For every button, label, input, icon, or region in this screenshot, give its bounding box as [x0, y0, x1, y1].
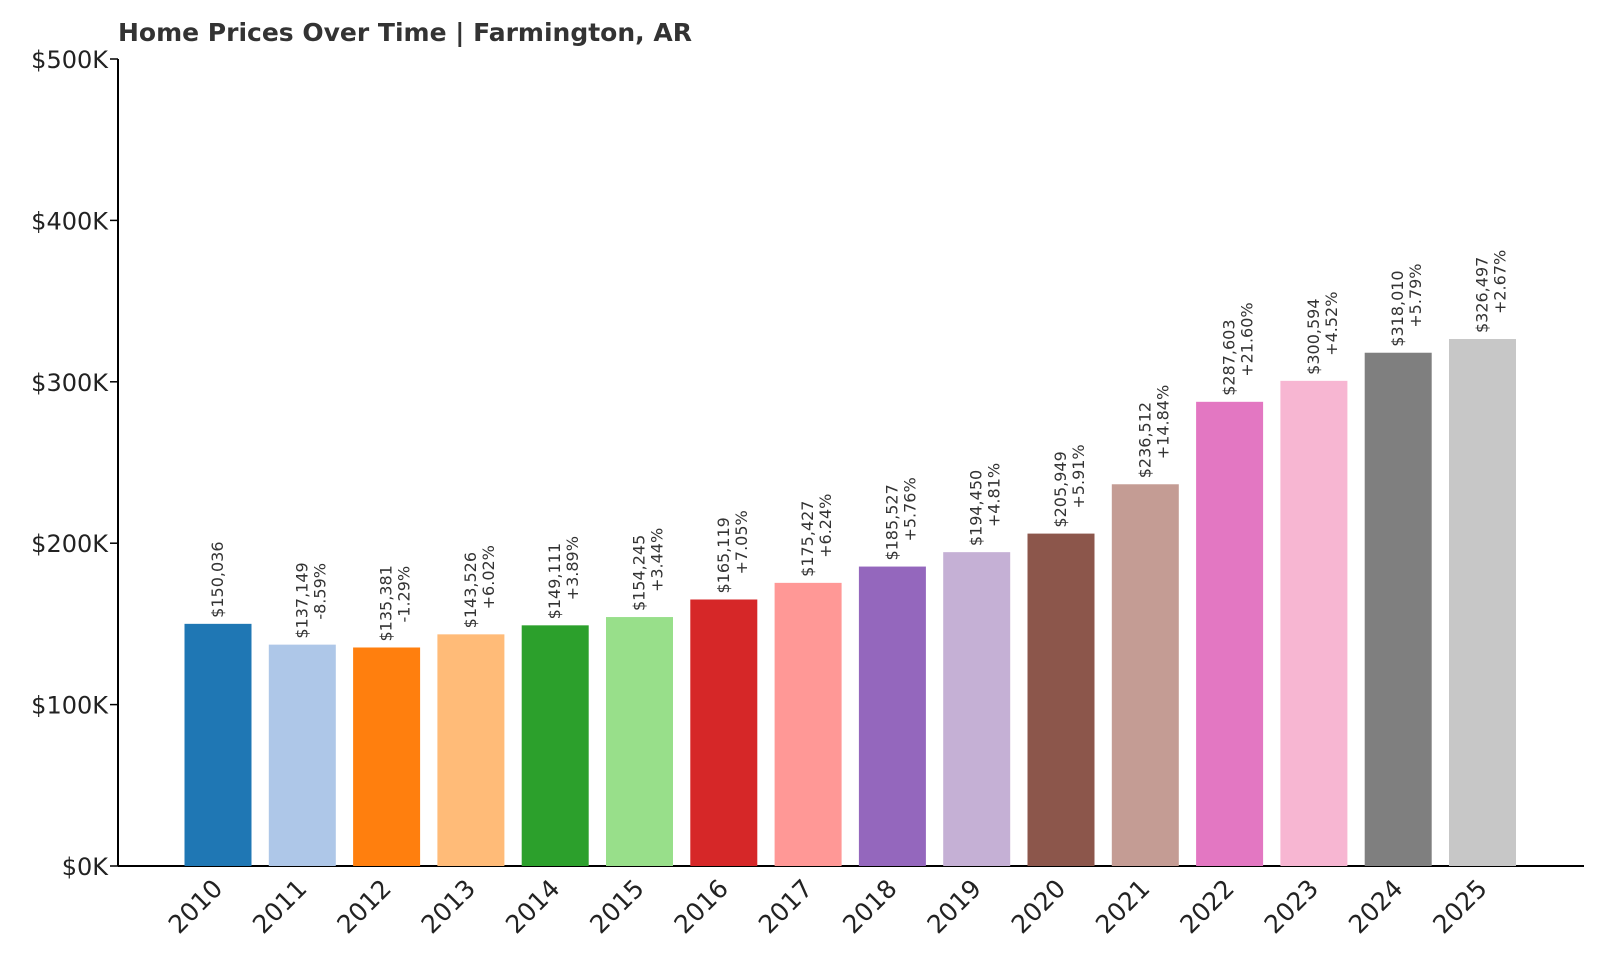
bar-value-label: $150,036 [208, 541, 227, 617]
bar [437, 634, 505, 866]
x-tick-label: 2015 [584, 874, 649, 939]
bar [943, 552, 1011, 866]
y-tick-label: $0K [62, 853, 110, 881]
x-tick-label: 2012 [331, 874, 396, 939]
x-tick-label: 2020 [1006, 874, 1071, 939]
bar-value-label: $185,527 [882, 484, 901, 560]
bar-value-label: $194,450 [967, 470, 986, 546]
bar [1196, 401, 1264, 866]
bars [184, 339, 1516, 867]
bar-value-label: $318,010 [1388, 270, 1407, 346]
bar-change-label: +5.76% [900, 477, 919, 541]
chart-title: Home Prices Over Time | Farmington, AR [118, 18, 692, 47]
x-tick-label: 2021 [1090, 874, 1155, 939]
bar-change-label: +4.52% [1322, 292, 1341, 356]
bar-value-label: $205,949 [1051, 451, 1070, 527]
bar-change-label: +5.91% [1069, 444, 1088, 508]
bar-value-label: $143,526 [461, 552, 480, 628]
bar-change-label: +7.05% [732, 510, 751, 574]
bar-change-label: +14.84% [1153, 385, 1172, 459]
bar-value-label: $236,512 [1135, 402, 1154, 478]
bar [521, 625, 589, 866]
x-tick-label: 2018 [837, 874, 902, 939]
x-tick-label: 2014 [500, 874, 565, 939]
bar [606, 617, 673, 866]
bar-labels: $150,036 $137,149 -8.59% $135,381 -1.29% $143… [208, 250, 1510, 642]
bar [858, 566, 926, 866]
x-tick-label: 2011 [247, 874, 312, 939]
bar [1027, 533, 1095, 866]
x-tick-label: 2023 [1259, 874, 1324, 939]
bar-change-label: +3.89% [563, 536, 582, 600]
y-axis: $0K $100K $200K $300K $400K $500K [31, 46, 119, 881]
bar-value-label: $287,603 [1220, 319, 1239, 395]
bar [1111, 484, 1179, 866]
bar-change-label: +5.79% [1406, 263, 1425, 327]
x-tick-label: 2025 [1427, 874, 1492, 939]
bar-change-label: -8.59% [310, 563, 329, 620]
bar [1280, 380, 1348, 866]
x-tick-label: 2022 [1174, 874, 1239, 939]
bar-change-label: -1.29% [395, 566, 414, 623]
bar-change-label: +21.60% [1238, 302, 1257, 376]
bar-change-label: +3.44% [648, 528, 667, 592]
bar-value-label: $135,381 [377, 565, 396, 641]
bar-value-label: $326,497 [1473, 257, 1492, 333]
x-tick-label: 2013 [416, 874, 481, 939]
bar-value-label: $154,245 [630, 535, 649, 611]
bar-value-label: $175,427 [798, 501, 817, 577]
bar [690, 599, 758, 866]
x-axis: 2010 2011 2012 2013 2014 2015 2016 2017 2018 2019… [118, 859, 1584, 939]
y-tick-label: $100K [31, 692, 109, 720]
x-tick-label: 2016 [669, 874, 734, 939]
bar [353, 647, 421, 866]
bar [1364, 352, 1432, 866]
bar [184, 623, 252, 866]
x-tick-label: 2017 [753, 874, 818, 939]
y-tick-label: $400K [31, 207, 109, 235]
bar-value-label: $137,149 [292, 562, 311, 638]
bar [268, 644, 336, 866]
x-tick-label: 2010 [163, 874, 228, 939]
bar-change-label: +6.24% [816, 494, 835, 558]
x-tick-label: 2024 [1343, 874, 1408, 939]
bar [1449, 339, 1516, 867]
bar-value-label: $300,594 [1304, 298, 1323, 374]
bar [774, 582, 842, 866]
x-tick-label: 2019 [921, 874, 986, 939]
y-tick-label: $200K [31, 530, 109, 558]
bar-change-label: +4.81% [985, 463, 1004, 527]
bar-change-label: +6.02% [479, 545, 498, 609]
bar-change-label: +2.67% [1491, 250, 1510, 314]
bar-value-label: $165,119 [714, 517, 733, 593]
y-tick-label: $500K [31, 46, 109, 74]
bar-value-label: $149,111 [545, 543, 564, 619]
y-tick-label: $300K [31, 369, 109, 397]
